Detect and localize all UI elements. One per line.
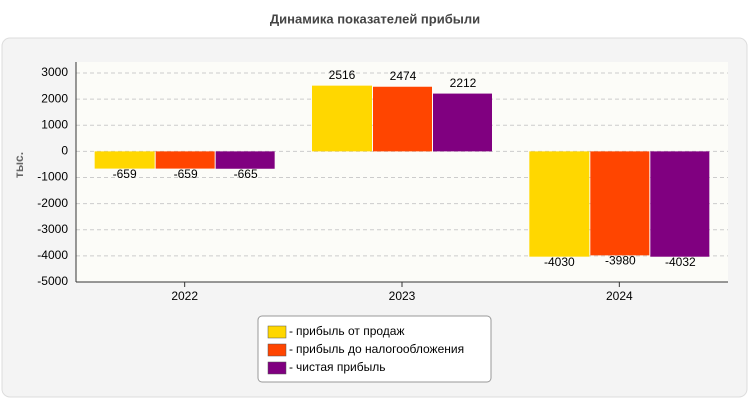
chart-title: Динамика показателей прибыли — [270, 11, 480, 26]
legend-swatch — [267, 343, 287, 357]
x-tick-label: 2022 — [171, 289, 198, 303]
legend-swatch — [267, 325, 287, 339]
data-label: -665 — [234, 167, 258, 181]
data-label: -3980 — [605, 254, 636, 268]
bar — [373, 86, 432, 152]
bar — [312, 85, 372, 152]
y-tick-label: -3000 — [37, 222, 68, 236]
y-tick-label: -1000 — [37, 170, 68, 184]
data-label: 2212 — [450, 76, 477, 90]
legend-dash: - — [289, 360, 293, 374]
y-tick-label: 3000 — [41, 65, 68, 79]
legend-dash: - — [289, 342, 293, 356]
y-tick-label: -4000 — [37, 248, 68, 262]
bar — [433, 93, 492, 152]
bar — [590, 151, 650, 256]
x-tick-label: 2023 — [389, 289, 416, 303]
legend-label: прибыль до налогообложения — [296, 342, 464, 356]
data-label: -4032 — [665, 255, 696, 269]
data-label: 2516 — [329, 68, 356, 82]
legend-dash: - — [289, 324, 293, 338]
legend — [257, 315, 492, 383]
bar — [155, 151, 215, 169]
y-axis-label: тыс. — [12, 152, 26, 178]
y-tick-label: 1000 — [41, 117, 68, 131]
legend-label: чистая прибыль — [296, 360, 385, 374]
x-tick-label: 2024 — [606, 289, 633, 303]
y-tick-label: -2000 — [37, 196, 68, 210]
bar — [215, 151, 275, 169]
data-label: 2474 — [390, 69, 417, 83]
data-label: -659 — [113, 167, 137, 181]
y-tick-label: 0 — [61, 144, 68, 158]
bar — [94, 151, 155, 169]
bar — [650, 151, 710, 257]
legend-swatch — [267, 361, 287, 375]
legend-label: прибыль от продаж — [296, 324, 405, 338]
y-tick-label: 2000 — [41, 91, 68, 105]
data-label: -659 — [174, 167, 198, 181]
y-tick-label: -5000 — [37, 274, 68, 288]
data-label: -4030 — [544, 255, 575, 269]
bar — [529, 151, 590, 257]
